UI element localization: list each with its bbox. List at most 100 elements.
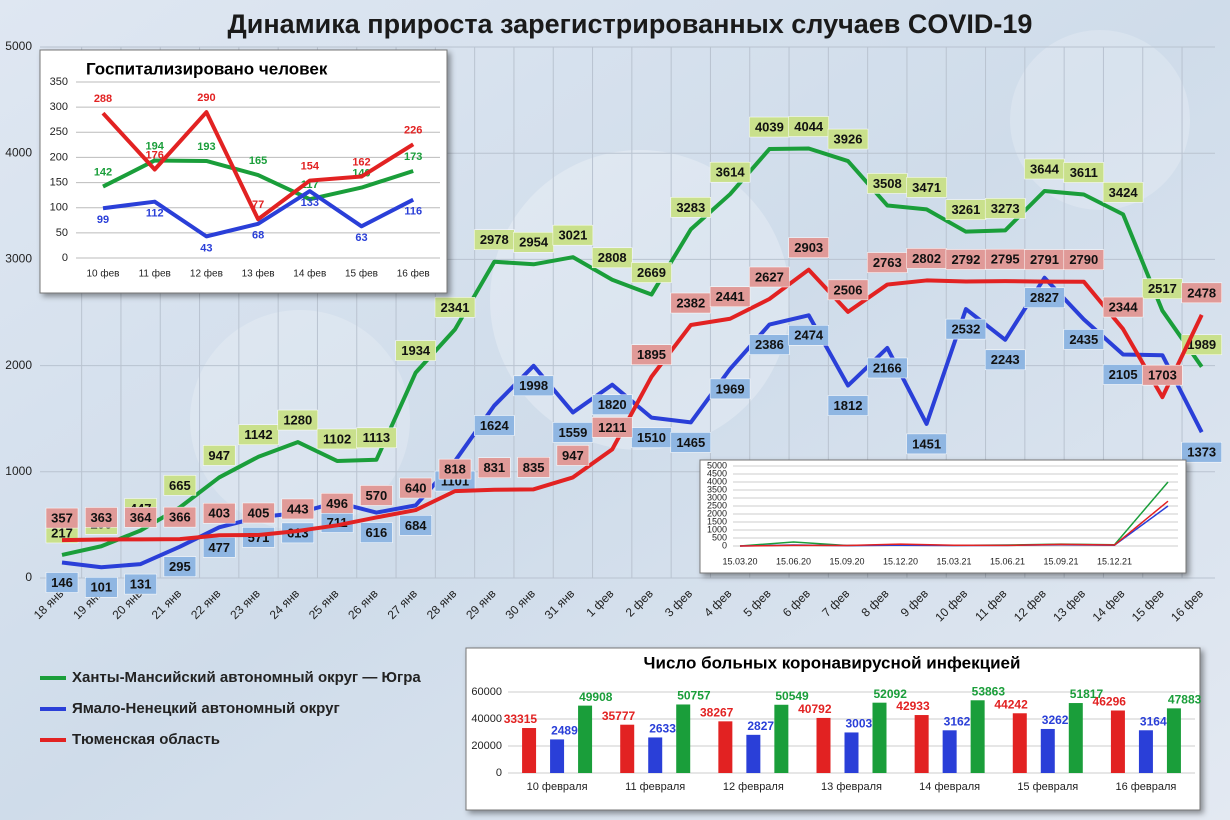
data-label: 2474: [794, 328, 824, 343]
data-label: 116: [404, 206, 422, 218]
label-box: [438, 458, 472, 480]
data-label: 288: [94, 93, 112, 105]
legend-label: Тюменская область: [72, 731, 220, 748]
label-box: [1181, 282, 1222, 304]
label-box: [281, 498, 315, 520]
label-box: [1181, 441, 1222, 463]
data-label: 3424: [1109, 185, 1139, 200]
data-label: 2506: [834, 282, 863, 297]
label-box: [788, 116, 829, 137]
data-label: 1989: [1187, 337, 1216, 352]
bar: [774, 704, 789, 773]
label-box: [202, 502, 236, 524]
data-label: 173: [404, 151, 422, 163]
label-box: [434, 297, 476, 318]
data-label: 133: [301, 197, 319, 209]
label-box: [788, 237, 829, 258]
inset-title: Госпитализировано человек: [86, 59, 328, 78]
label-box: [45, 507, 79, 529]
label-box: [906, 177, 947, 198]
data-label: 24890: [551, 724, 585, 738]
data-label: 68: [252, 230, 264, 242]
data-label: 2166: [873, 360, 902, 375]
x-tick-label: 12 февраля: [723, 781, 784, 793]
x-tick-label: 11 фев: [139, 268, 171, 280]
x-tick-label: 16 февраля: [1115, 781, 1176, 793]
label-box: [399, 515, 432, 536]
label-box: [85, 577, 118, 598]
bar: [550, 739, 565, 773]
data-label: 2669: [637, 265, 666, 280]
label-box: [360, 522, 393, 543]
bar: [522, 728, 537, 773]
data-label: 2792: [951, 252, 980, 267]
label-box: [906, 433, 947, 455]
data-label: 51817: [1070, 687, 1104, 701]
data-label: 30032: [846, 717, 880, 731]
data-label: 3614: [716, 165, 746, 180]
data-label: 2435: [1069, 332, 1098, 347]
data-label: 28277: [747, 719, 781, 733]
data-label: 3283: [676, 200, 705, 215]
x-tick-label: 15 фев: [345, 268, 378, 280]
data-label: 2763: [873, 255, 902, 270]
y-tick-label: 4000: [5, 145, 32, 159]
y-tick-label: 50: [56, 227, 68, 239]
mini-box: [699, 459, 1187, 574]
data-label: 162: [352, 156, 370, 168]
y-tick-label: 250: [50, 126, 68, 138]
y-tick-label: 3000: [707, 492, 727, 502]
x-tick-label: 13 февраля: [821, 781, 882, 793]
x-tick-label: 13 фев: [242, 268, 275, 280]
bar-chart: 0 20000 40000 60000 10 февраля 33315 24890 4990…: [471, 684, 1201, 792]
data-label: 477: [208, 540, 230, 555]
y-tick-label: 5000: [5, 39, 32, 53]
data-label: 142: [94, 167, 112, 179]
y-tick-label: 4500: [707, 468, 727, 478]
data-label: 4044: [794, 119, 824, 134]
data-label: 665: [169, 478, 191, 493]
label-box: [360, 485, 393, 506]
label-box: [517, 457, 550, 478]
data-label: 3471: [912, 180, 941, 195]
data-label: 1969: [716, 381, 745, 396]
data-label: 2954: [519, 235, 549, 250]
data-label: 1451: [912, 436, 941, 451]
data-label: 1895: [637, 347, 666, 362]
series-line: [101, 110, 415, 222]
y-tick-label: 3500: [707, 484, 727, 494]
data-label: 1142: [244, 427, 272, 442]
label-box: [984, 198, 1026, 219]
data-label: 290: [197, 92, 215, 104]
data-label: 35777: [602, 709, 636, 723]
label-box: [513, 375, 554, 397]
y-tick-label: 60000: [471, 686, 502, 698]
data-label: 1559: [558, 425, 587, 440]
hospital-chart: 0 50 100 150 200 250 300 350 10 фев 11 фев 12 фев 1…: [50, 76, 440, 280]
data-label: 2243: [991, 352, 1020, 367]
y-tick-label: 100: [50, 202, 68, 214]
series-line: [102, 158, 414, 202]
chart-title: Динамика прироста зарегистрированных слу…: [228, 9, 1033, 39]
x-tick-label: 15.06.20: [776, 556, 811, 566]
data-label: 1510: [637, 430, 666, 445]
legend-label: Ханты-Мансийский автономный округ — Югра: [72, 669, 421, 686]
label-box: [399, 477, 432, 499]
y-tick-label: 40000: [471, 713, 502, 725]
data-label: 2382: [676, 295, 705, 310]
label-box: [709, 378, 751, 400]
label-box: [867, 357, 908, 379]
series-line: [102, 189, 415, 239]
label-box: [320, 493, 354, 514]
data-label: 366: [169, 510, 191, 525]
label-box: [202, 445, 236, 466]
y-tick-label: 0: [62, 252, 68, 264]
bar: [648, 737, 663, 773]
data-label: 77: [252, 199, 264, 211]
data-label: 101: [90, 580, 112, 595]
data-label: 47883: [1168, 693, 1202, 707]
label-box: [827, 128, 869, 150]
data-label: 2341: [441, 300, 470, 315]
data-label: 947: [562, 448, 584, 463]
data-label: 112: [146, 208, 164, 220]
